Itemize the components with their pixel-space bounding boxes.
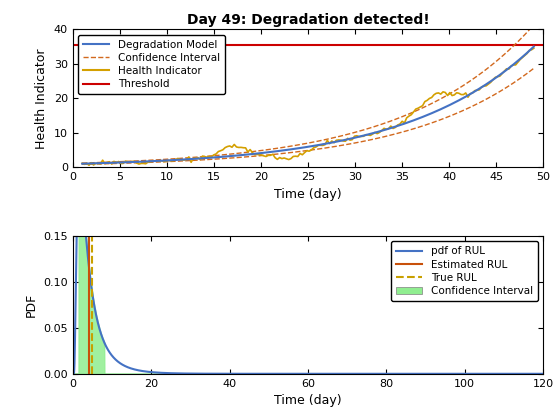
Y-axis label: Health Indicator: Health Indicator [35,48,48,149]
X-axis label: Time (day): Time (day) [274,394,342,407]
X-axis label: Time (day): Time (day) [274,188,342,201]
Legend: Degradation Model, Confidence Interval, Health Indicator, Threshold: Degradation Model, Confidence Interval, … [78,34,225,95]
Y-axis label: PDF: PDF [25,293,38,317]
Legend: pdf of RUL, Estimated RUL, True RUL, Confidence Interval: pdf of RUL, Estimated RUL, True RUL, Con… [391,241,538,301]
Title: Day 49: Degradation detected!: Day 49: Degradation detected! [186,13,430,27]
